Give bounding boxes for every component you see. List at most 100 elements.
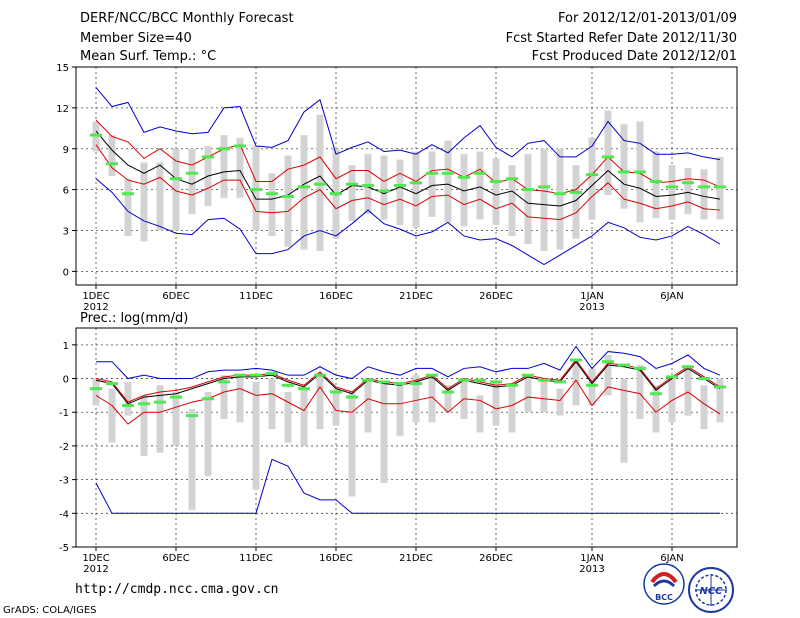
range-bar <box>620 124 628 209</box>
range-bar <box>604 354 612 396</box>
ncc-logo: NCC <box>688 567 734 613</box>
y-tick-label: -3 <box>59 476 69 487</box>
bcc-logo-text: BCC <box>655 593 673 602</box>
ensemble-mean-marker <box>602 155 614 159</box>
range-bar <box>444 385 452 413</box>
range-bar <box>540 378 548 413</box>
ensemble-mean-marker <box>506 177 518 181</box>
ensemble-mean-marker <box>170 177 182 181</box>
x-tick-label: 11DEC <box>239 553 273 564</box>
ensemble-mean-marker <box>602 360 614 364</box>
range-bar <box>492 158 500 226</box>
range-bar <box>652 151 660 219</box>
range-bar <box>348 392 356 497</box>
range-bar <box>604 110 612 196</box>
x-tick-label: 16DEC <box>319 553 353 564</box>
range-bar <box>332 388 340 426</box>
range-bar <box>476 151 484 220</box>
x-tick-label: 1JAN <box>580 291 603 302</box>
x-tick-label: 11DEC <box>239 291 273 302</box>
range-bar <box>508 165 516 236</box>
ensemble-mean-marker <box>218 380 230 384</box>
ensemble-mean-marker <box>346 182 358 186</box>
ensemble-mean-marker <box>650 179 662 183</box>
ensemble-mean-marker <box>330 390 342 394</box>
range-bar <box>572 165 580 239</box>
y-tick-label: -5 <box>59 543 69 554</box>
ensemble-mean-marker <box>410 181 422 185</box>
ensemble-mean-marker <box>138 402 150 406</box>
range-bar <box>412 375 420 423</box>
start-date: Fcst Started Refer Date 2012/11/30 <box>505 31 737 46</box>
x-tick-label: 1DEC <box>82 553 109 564</box>
ensemble-mean-marker <box>666 185 678 189</box>
ensemble-mean-marker <box>154 400 166 404</box>
ensemble-mean-marker <box>314 373 326 377</box>
ensemble-mean-marker <box>362 378 374 382</box>
ensemble-mean-marker <box>586 173 598 177</box>
range-bar <box>140 395 148 457</box>
range-bar <box>220 375 228 419</box>
ensemble-mean-marker <box>106 382 118 386</box>
ensemble-mean-marker <box>250 373 262 377</box>
range-bar <box>188 148 196 215</box>
range-bar <box>396 381 404 436</box>
range-bar <box>556 148 564 250</box>
variable-label-precipitation: Prec.: log(mm/d) <box>80 311 189 326</box>
ensemble-mean-marker <box>554 192 566 196</box>
range-bar <box>124 178 132 236</box>
ensemble-mean-marker <box>346 395 358 399</box>
x-tick-year-label: 2012 <box>83 302 108 313</box>
series-line-median <box>95 360 721 405</box>
ensemble-mean-marker <box>522 188 534 192</box>
range-bar <box>540 148 548 251</box>
range-bar <box>588 368 596 406</box>
ensemble-mean-marker <box>506 383 518 387</box>
range-bar <box>268 173 276 236</box>
y-tick-label: 12 <box>56 104 69 115</box>
ensemble-mean-marker <box>650 392 662 396</box>
range-bar <box>172 148 180 231</box>
range-bar <box>460 154 468 227</box>
x-tick-label: 21DEC <box>399 553 433 564</box>
ensemble-mean-marker <box>298 387 310 391</box>
x-tick-label: 6JAN <box>660 291 683 302</box>
range-bar <box>508 385 516 433</box>
ensemble-mean-marker <box>570 358 582 362</box>
ensemble-mean-marker <box>426 373 438 377</box>
bcc-logo: BCC <box>643 563 685 605</box>
ensemble-mean-marker <box>394 184 406 188</box>
range-bar <box>364 378 372 433</box>
ncc-logo-text: NCC <box>699 586 723 597</box>
ensemble-mean-marker <box>458 175 470 179</box>
range-bar <box>172 392 180 446</box>
series-line-min <box>95 458 720 514</box>
y-tick-label: -1 <box>59 408 69 419</box>
ensemble-mean-marker <box>618 170 630 174</box>
range-bar <box>524 154 532 245</box>
range-bar <box>668 165 676 220</box>
range-bar <box>268 378 276 430</box>
ensemble-mean-marker <box>90 387 102 391</box>
range-bar <box>348 165 356 221</box>
range-bar <box>316 375 324 430</box>
ensemble-mean-marker <box>666 375 678 379</box>
range-bar <box>156 385 164 453</box>
range-bar <box>284 155 292 247</box>
x-tick-year-label: 2013 <box>579 564 604 575</box>
range-bar <box>108 135 116 176</box>
source-url[interactable]: http://cmdp.ncc.cma.gov.cn <box>75 582 279 597</box>
range-bar <box>92 378 100 406</box>
ensemble-mean-marker <box>186 414 198 418</box>
ensemble-mean-marker <box>426 171 438 175</box>
x-tick-label: 6JAN <box>660 553 683 564</box>
ensemble-mean-marker <box>634 170 646 174</box>
ensemble-mean-marker <box>250 188 262 192</box>
range-bar <box>284 392 292 443</box>
range-bar <box>716 378 724 423</box>
series-line-median <box>95 130 721 207</box>
ensemble-mean-marker <box>538 378 550 382</box>
y-tick-label: 1 <box>63 341 69 352</box>
ensemble-mean-marker <box>218 147 230 151</box>
